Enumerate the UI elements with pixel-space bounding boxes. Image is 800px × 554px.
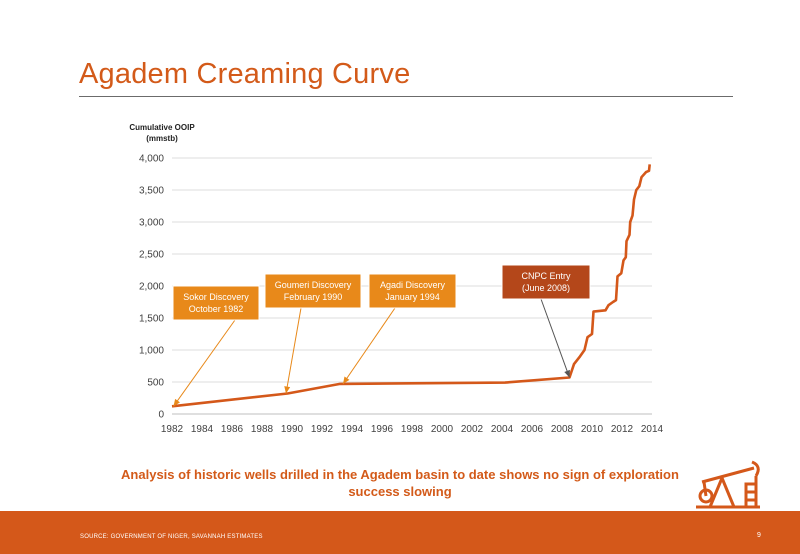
x-tick-label: 2014 [641,424,664,435]
pumpjack-icon [696,460,760,509]
annotation-arrowhead [564,369,570,378]
annotation-box [368,273,457,309]
footer-bar [0,511,800,554]
x-tick-label: 1994 [341,424,364,435]
x-tick-label: 1984 [191,424,214,435]
annotation-label: Sokor Discovery October 1982 [183,292,249,314]
annotation-arrowhead [284,386,291,394]
annotation-callout: CNPC Entry (June 2008) [501,264,591,378]
annotation-layer: Sokor Discovery October 1982 Goumeri Disco… [172,264,591,407]
x-tick-label: 2006 [521,424,544,435]
y-tick-label: 0 [158,410,164,421]
annotation-label: CNPC Entry (June 2008) [521,271,571,293]
annotation-leader [540,298,570,378]
annotation-leader [342,307,396,385]
grid-layer [172,157,652,415]
y-tick-label: 2,000 [139,282,164,293]
x-tick-label: 1996 [371,424,394,435]
annotation-leader [285,307,302,394]
x-tick-label: 2004 [491,424,514,435]
series-layer [171,164,651,408]
slide-title: Agadem Creaming Curve [79,58,411,90]
y-tick-label: 1,000 [139,346,164,357]
y-tick-label: 4,000 [139,154,164,165]
annotation-callout: Agadi Discovery January 1994 [342,273,457,385]
annotation-leader [173,319,236,407]
y-tick-label: 2,500 [139,250,164,261]
annotation-box [501,264,591,300]
axis-layer: 0 500 1,000 1,500 2,000 2,500 3,000 3,500 4,000 1… [129,123,663,435]
x-tick-label: 2000 [431,424,454,435]
y-tick-label: 500 [147,378,164,389]
annotation-arrowhead [173,398,181,407]
y-tick-label: 1,500 [139,314,164,325]
y-axis-label: Cumulative OOIP (mmstb) [129,123,195,143]
annotation-label: Agadi Discovery January 1994 [380,280,446,302]
y-tick-label: 3,000 [139,218,164,229]
x-tick-label: 1988 [251,424,274,435]
y-tick-label: 3,500 [139,186,164,197]
annotation-callout: Sokor Discovery October 1982 [172,285,260,407]
x-tick-label: 1990 [281,424,304,435]
annotation-callout: Goumeri Discovery February 1990 [264,273,362,394]
annotation-arrowhead [343,376,350,384]
x-tick-label: 2012 [611,424,634,435]
creaming-curve-chart: 0 500 1,000 1,500 2,000 2,500 3,000 3,500 4,000 1… [129,123,663,435]
annotation-box [264,273,362,309]
series-line [171,164,651,408]
x-tick-label: 2002 [461,424,484,435]
annotation-box [172,285,260,321]
x-tick-label: 1986 [221,424,244,435]
source-note: SOURCE: GOVERNMENT OF NIGER, SAVANNAH ES… [80,534,263,540]
x-tick-label: 1998 [401,424,424,435]
conclusion-text: Analysis of historic wells drilled in th… [121,467,679,499]
x-tick-label: 2010 [581,424,604,435]
title-divider [79,96,733,97]
x-tick-label: 2008 [551,424,574,435]
x-tick-label: 1982 [161,424,184,435]
x-tick-label: 1992 [311,424,334,435]
annotation-label: Goumeri Discovery February 1990 [275,280,352,302]
page-number: 9 [757,532,761,539]
